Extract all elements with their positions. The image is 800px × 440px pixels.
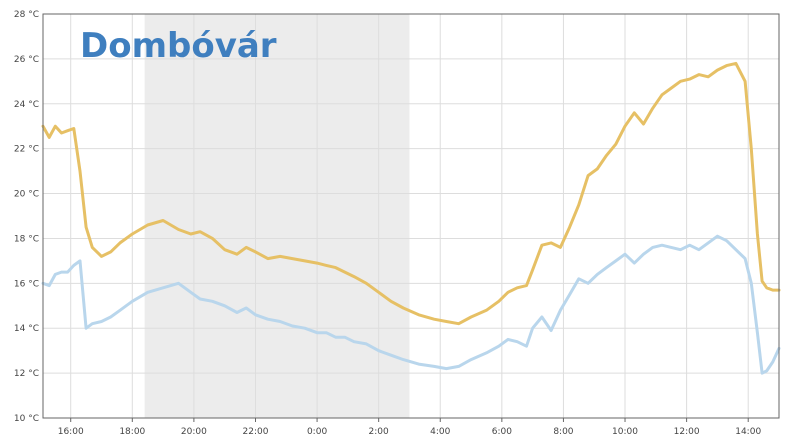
- y-tick-label: 28 °C: [14, 10, 39, 20]
- y-tick-label: 16 °C: [14, 279, 39, 289]
- series-line-2: [41, 234, 781, 375]
- x-tick-label: 22:00: [243, 427, 269, 437]
- chart-title: Dombóvár: [80, 26, 277, 66]
- y-tick-label: 22 °C: [14, 145, 39, 155]
- series-line-1: [41, 61, 781, 326]
- x-tick-label: 18:00: [119, 427, 145, 437]
- x-tick-label: 20:00: [181, 427, 207, 437]
- x-tick-label: 6:00: [492, 427, 512, 437]
- y-tick-label: 18 °C: [14, 234, 39, 244]
- x-axis: 16:00 18:00 20:00 22:00 0:00 2:00 4:00 6:00 8:00…: [58, 418, 761, 437]
- x-tick-label: 4:00: [430, 427, 450, 437]
- y-tick-label: 26 °C: [14, 55, 39, 65]
- x-tick-label: 12:00: [674, 427, 700, 437]
- y-tick-label: 10 °C: [14, 414, 39, 424]
- series-lines: [41, 61, 781, 375]
- x-tick-label: 14:00: [735, 427, 761, 437]
- y-tick-label: 20 °C: [14, 190, 39, 200]
- y-axis: 10 °C 12 °C 14 °C 16 °C 18 °C 20 °C 22 °C 24 °C…: [14, 10, 39, 424]
- night-shaded-band: [144, 14, 410, 418]
- x-tick-label: 16:00: [58, 427, 84, 437]
- y-tick-label: 24 °C: [14, 100, 39, 110]
- x-tick-label: 0:00: [307, 427, 327, 437]
- grid-lines: [43, 13, 779, 419]
- plot-frame: [42, 13, 780, 419]
- x-tick-label: 8:00: [553, 427, 573, 437]
- y-tick-label: 12 °C: [14, 369, 39, 379]
- x-tick-label: 10:00: [612, 427, 638, 437]
- y-tick-label: 14 °C: [14, 324, 39, 334]
- x-tick-label: 2:00: [369, 427, 389, 437]
